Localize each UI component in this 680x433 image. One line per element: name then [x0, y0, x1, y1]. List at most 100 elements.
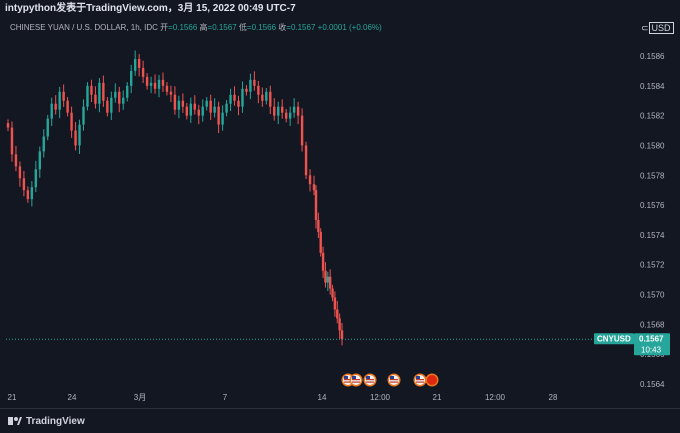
symbol-name: CHINESE YUAN / U.S. DOLLAR, 1h, IDC	[10, 23, 158, 32]
event-flag-icon	[416, 381, 424, 383]
close-value: =0.1567	[286, 23, 316, 32]
y-tick-label: 0.1564	[640, 380, 665, 389]
price-tag-value-box	[634, 333, 670, 356]
candle-body	[110, 97, 113, 113]
candle-body	[126, 85, 129, 98]
candle-body	[181, 100, 185, 107]
candle-body	[189, 103, 193, 116]
candle-body	[18, 166, 22, 179]
candles-group	[6, 50, 344, 346]
x-tick-label: 7	[223, 393, 228, 402]
candle-body	[177, 100, 181, 110]
candle-body	[185, 106, 189, 116]
candle-body	[169, 91, 173, 95]
event-flag-icon	[416, 376, 420, 379]
event-flag-icon	[344, 376, 348, 379]
tradingview-logo-icon	[8, 417, 22, 425]
price-tag-countdown: 10:43	[641, 345, 662, 354]
event-flag-icon	[344, 381, 352, 383]
candle-body	[129, 70, 133, 86]
candle-body	[26, 190, 30, 200]
y-tick-label: 0.1576	[640, 201, 665, 210]
candle-body	[273, 106, 276, 116]
candle-body	[165, 85, 169, 92]
footer-divider	[0, 408, 680, 409]
candle-body	[336, 309, 339, 319]
candle-body	[324, 270, 327, 283]
candle-body	[78, 124, 81, 146]
footer-brand: TradingView	[26, 415, 85, 427]
candle-body	[265, 91, 268, 101]
candle-body	[86, 85, 89, 107]
y-tick-label: 0.1582	[640, 112, 665, 121]
candle-body	[314, 190, 318, 220]
event-flag-icon	[390, 381, 398, 383]
candle-body	[331, 288, 334, 298]
candle-body	[14, 154, 18, 167]
price-tag-value: 0.1567	[639, 334, 664, 343]
candle-body	[321, 252, 325, 271]
candle-body	[133, 58, 137, 71]
candle-body	[205, 100, 208, 107]
candle-body	[54, 103, 57, 110]
candle-body	[304, 145, 308, 176]
candle-body	[102, 82, 105, 101]
time-axis[interactable]: 21 24 3月 7 14 12:00 21 12:00 28	[8, 393, 558, 402]
candle-body	[42, 136, 45, 152]
candle-body	[38, 151, 41, 170]
events-strip	[341, 373, 439, 387]
event-flag-icon	[416, 379, 424, 381]
candle-body	[237, 100, 240, 107]
candle-body	[221, 112, 224, 125]
candle-body	[300, 115, 304, 146]
x-tick-label: 12:00	[485, 393, 506, 402]
candle-body	[261, 94, 264, 101]
event-flag-icon	[352, 381, 360, 383]
candle-body	[209, 100, 212, 113]
price-tag-symbol: CNYUSD	[597, 334, 631, 343]
price-chart[interactable]: 0.1586 0.1584 0.1582 0.1580 0.1578 0.1576 0.15…	[0, 0, 680, 410]
candle-body	[157, 79, 161, 89]
event-flag-icon	[366, 379, 374, 381]
y-tick-label: 0.1584	[640, 82, 665, 91]
open-value: =0.1566	[168, 23, 198, 32]
event-flag-icon	[366, 376, 370, 379]
candle-body	[137, 58, 141, 68]
candle-body	[22, 178, 26, 191]
candle-body	[292, 106, 296, 113]
candle-body	[161, 79, 165, 86]
candle-body	[284, 112, 288, 119]
y-tick-label: 0.1586	[640, 52, 665, 61]
candle-body	[145, 76, 149, 86]
candle-body	[328, 276, 332, 289]
candle-body	[296, 106, 300, 116]
candle-body	[225, 103, 228, 113]
chart-legend: CHINESE YUAN / U.S. DOLLAR, 1h, IDC 开=0.…	[10, 22, 382, 33]
candle-body	[340, 330, 344, 340]
candle-body	[58, 91, 61, 110]
candle-body	[70, 112, 73, 131]
low-label: 低	[238, 23, 247, 32]
event-flag-icon	[344, 379, 352, 381]
event-flag-icon	[427, 375, 437, 385]
candle-body	[257, 85, 260, 95]
y-tick-label: 0.1578	[640, 171, 665, 180]
candle-body	[241, 88, 244, 107]
y-tick-label: 0.1572	[640, 261, 665, 270]
currency-selector[interactable]: ⊂ USD	[641, 22, 674, 34]
candle-body	[281, 106, 284, 113]
candle-body	[74, 130, 77, 146]
candle-body	[333, 297, 337, 310]
x-tick-label: 28	[549, 393, 558, 402]
footer: TradingView	[0, 409, 680, 433]
candle-body	[217, 106, 220, 125]
candle-body	[338, 318, 341, 331]
candle-body	[6, 123, 10, 128]
candle-body	[62, 91, 65, 101]
candle-body	[269, 91, 272, 107]
event-flag-icon	[390, 379, 398, 381]
candle-body	[193, 103, 196, 110]
candle-body	[106, 100, 109, 113]
candle-body	[308, 175, 312, 185]
candle-body	[98, 82, 101, 104]
